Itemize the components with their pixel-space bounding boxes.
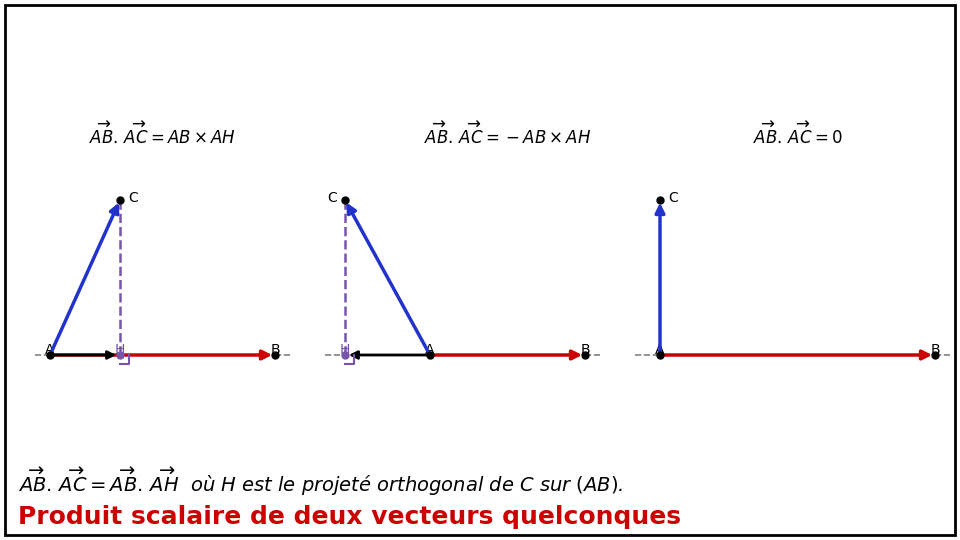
Text: C: C bbox=[327, 191, 337, 205]
Text: A: A bbox=[656, 343, 664, 357]
Text: Produit scalaire de deux vecteurs quelconques: Produit scalaire de deux vecteurs quelco… bbox=[18, 505, 681, 529]
Text: $\overrightarrow{AB}.\,\overrightarrow{AC} = AB \times AH$: $\overrightarrow{AB}.\,\overrightarrow{A… bbox=[89, 122, 236, 148]
Text: B: B bbox=[270, 343, 279, 357]
Text: B: B bbox=[580, 343, 589, 357]
Text: B: B bbox=[930, 343, 940, 357]
Text: H: H bbox=[340, 343, 350, 357]
Text: A: A bbox=[425, 343, 435, 357]
Text: $\overrightarrow{AB}.\,\overrightarrow{AC} = -AB \times AH$: $\overrightarrow{AB}.\,\overrightarrow{A… bbox=[424, 122, 591, 148]
Text: C: C bbox=[128, 191, 137, 205]
Text: $\overrightarrow{AB}.\,\overrightarrow{AC} = \overrightarrow{AB}.\,\overrightarr: $\overrightarrow{AB}.\,\overrightarrow{A… bbox=[18, 465, 623, 497]
Text: H: H bbox=[115, 343, 125, 357]
Text: $\overrightarrow{AB}.\,\overrightarrow{AC} = 0$: $\overrightarrow{AB}.\,\overrightarrow{A… bbox=[753, 122, 842, 148]
Text: C: C bbox=[668, 191, 678, 205]
Text: A: A bbox=[45, 343, 55, 357]
